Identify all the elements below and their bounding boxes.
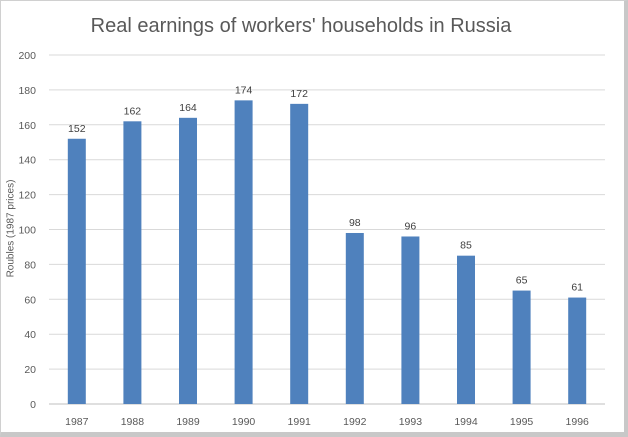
x-tick-label: 1988 [121, 416, 145, 428]
chart-title: Real earnings of workers' households in … [90, 15, 512, 37]
y-tick-label: 60 [24, 294, 36, 306]
y-tick-label: 20 [24, 364, 36, 376]
y-tick-label: 200 [18, 50, 36, 62]
x-tick-label: 1995 [510, 416, 534, 428]
bar [457, 255, 475, 404]
y-tick-label: 80 [24, 259, 36, 271]
data-label: 61 [571, 282, 583, 294]
x-tick-label: 1994 [454, 416, 478, 428]
data-label: 164 [179, 102, 197, 114]
y-tick-label: 40 [24, 329, 36, 341]
y-tick-label: 120 [18, 190, 36, 202]
bar [568, 297, 587, 404]
data-label: 98 [349, 217, 361, 229]
x-tick-label: 1996 [566, 416, 590, 428]
y-tick-label: 180 [18, 85, 36, 97]
x-tick-label: 1991 [288, 416, 312, 428]
data-label: 162 [124, 105, 142, 117]
bar [401, 236, 420, 404]
x-tick-label: 1987 [65, 416, 89, 428]
bar [512, 290, 531, 404]
bar [123, 121, 142, 404]
bar [290, 103, 309, 405]
bar [345, 232, 364, 404]
data-label: 172 [290, 88, 308, 100]
bar-chart: 0 20 40 60 80 100 120 140 160 180 200 152 1987 162 198… [18, 50, 605, 428]
bar [67, 138, 86, 404]
y-tick-label: 160 [18, 120, 36, 132]
y-tick-label: 0 [30, 399, 36, 411]
x-tick-label: 1989 [176, 416, 200, 428]
bar [234, 100, 253, 405]
y-tick-label: 140 [18, 155, 36, 167]
data-label: 174 [235, 84, 253, 96]
x-tick-label: 1992 [343, 416, 367, 428]
bar [179, 117, 197, 404]
data-label: 65 [516, 275, 528, 287]
y-tick-label: 100 [18, 225, 36, 237]
data-label: 152 [68, 123, 86, 135]
data-label: 96 [405, 220, 417, 232]
x-tick-label: 1990 [232, 416, 256, 428]
data-label: 85 [460, 240, 472, 252]
x-tick-label: 1993 [399, 416, 423, 428]
